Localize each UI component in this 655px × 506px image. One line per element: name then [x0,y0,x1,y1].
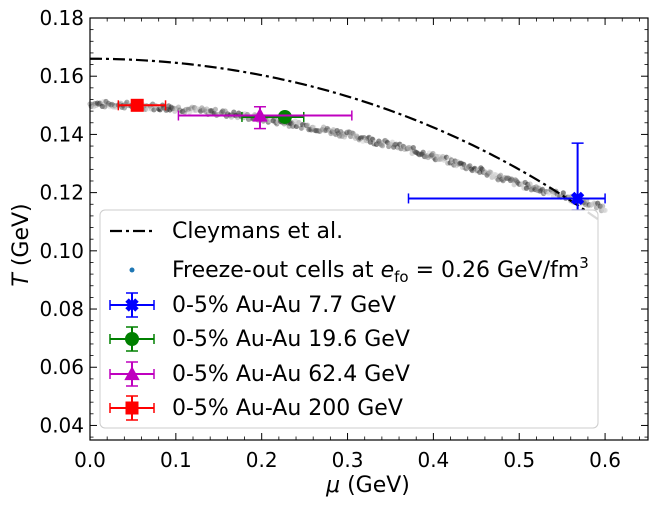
freeze-out-cell-point [600,203,606,209]
x-tick-label: 0.3 [332,448,364,472]
legend-box [99,209,599,429]
legend: Cleymans et al. Freeze-out cells at efo … [99,209,599,429]
legend-marker [125,332,139,346]
legend-series-marker-1 [109,326,155,352]
legend-series-marker-2 [109,361,155,387]
y-tick-label: 0.10 [39,239,84,263]
plot-frame [89,17,649,441]
axes [89,17,649,441]
data-point-1 [241,109,305,124]
freeze-out-cell-point [430,150,436,157]
freeze-out-cell-point [304,122,311,128]
freeze-out-cell-point [602,207,608,213]
data-marker [277,109,292,124]
y-tick-label: 0.04 [39,413,84,437]
cleymans-curve [89,57,602,223]
x-axis-label: μ (GeV) [325,473,410,498]
y-tick-label: 0.12 [39,181,84,205]
freeze-out-cell-point [379,143,386,149]
legend-freezeout-label: Freeze-out cells at efo = 0.26 GeV/fm3 [172,254,589,286]
legend-series-label-0: 0-5% Au-Au 7.7 GeV [172,293,396,318]
legend-marker [124,366,140,381]
freeze-out-cell-point [121,105,128,111]
legend-marker [125,298,139,312]
data-points [117,98,606,211]
data-point-3 [117,98,167,112]
y-tick-label: 0.14 [39,122,84,146]
legend-freezeout-marker [129,267,135,273]
legend-series-marker-0 [109,292,155,318]
data-marker [252,107,268,122]
x-tick-label: 0.6 [589,448,621,472]
data-point-0 [407,142,606,211]
y-tick-label: 0.06 [39,355,84,379]
x-tick-label: 0.4 [417,448,449,472]
y-tick-label: 0.18 [39,6,84,30]
y-tick-label: 0.16 [39,64,84,88]
data-point-2 [177,106,353,130]
data-marker [570,191,585,206]
x-tick-label: 0.2 [246,448,278,472]
data-marker [130,98,144,112]
freeze-out-cell-point [497,172,504,178]
x-tick-label: 0.5 [503,448,535,472]
x-tick-label: 0.1 [160,448,192,472]
legend-series-label-1: 0-5% Au-Au 19.6 GeV [172,327,410,352]
freeze-out-cell-point [527,181,533,187]
tick-labels: 0.0 0.1 0.2 0.3 0.4 0.5 0.6 0.04 0.06 0.08 0.10 0.1… [39,6,621,472]
freeze-out-cell-point [212,106,218,112]
freeze-out-cell-point [420,149,426,155]
x-tick-label: 0.0 [74,448,106,472]
legend-marker [125,401,139,415]
legend-series-marker-3 [109,395,155,421]
legend-cleymans-label: Cleymans et al. [172,219,343,244]
legend-series-label-2: 0-5% Au-Au 62.4 GeV [172,362,410,387]
legend-series-label-3: 0-5% Au-Au 200 GeV [172,396,403,421]
y-axis-label: T (GeV) [9,203,34,286]
y-tick-label: 0.08 [39,297,84,321]
